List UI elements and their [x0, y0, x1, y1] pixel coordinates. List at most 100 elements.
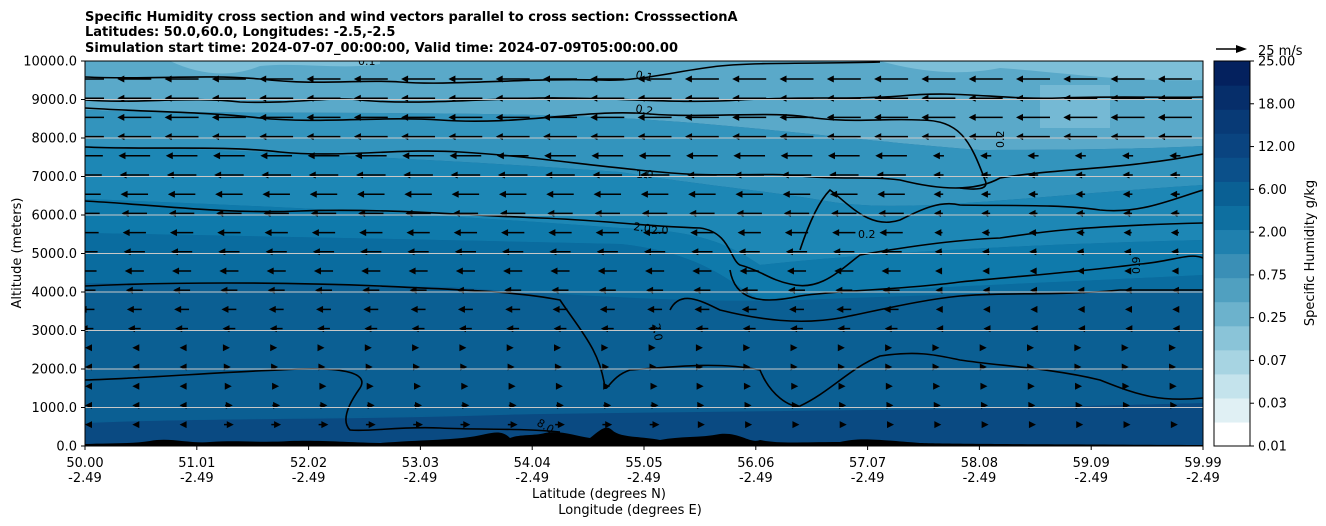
- wind-vector-21: [1063, 75, 1098, 83]
- wind-vector-446: [745, 421, 753, 429]
- y-tick-label-2: 2000.0: [32, 363, 78, 378]
- wind-vector-449: [887, 421, 895, 429]
- wind-vector-453: [1076, 421, 1084, 429]
- wind-vector-158: [735, 190, 763, 198]
- humidity-band-lowest: [85, 403, 1203, 446]
- y-tick-label-5: 5000.0: [32, 247, 78, 262]
- wind-vector-61: [684, 113, 719, 121]
- wind-vector-8: [448, 75, 483, 83]
- wind-vector-62: [732, 113, 767, 121]
- wind-vector-249: [503, 267, 523, 275]
- x-tick-lon-1: -2.49: [180, 471, 214, 486]
- contour-line-2.0-lower: [85, 282, 1203, 407]
- wind-vector-216: [85, 251, 98, 253]
- wind-vector-261: [1076, 267, 1084, 275]
- wind-vector-56: [448, 113, 483, 121]
- wind-vector-399: [791, 382, 799, 390]
- wind-vector-359: [1168, 344, 1176, 352]
- terrain: [85, 427, 1203, 446]
- wind-vector-48: [85, 116, 104, 119]
- wind-vector-337: [132, 344, 140, 352]
- wind-vector-198: [359, 229, 383, 237]
- wind-vector-15: [779, 75, 814, 83]
- colorbar-segment-4: [1214, 325, 1250, 351]
- wind-vector-197: [311, 229, 336, 237]
- wind-vector-438: [365, 421, 376, 429]
- x-tick-lat-7: 57.07: [849, 456, 886, 471]
- wind-vector-439: [413, 421, 423, 429]
- x-axis-ticks: 50.00-2.4951.01-2.4952.02-2.4953.03-2.49…: [66, 446, 1222, 486]
- wind-vector-353: [885, 344, 893, 352]
- wind-vector-211: [981, 229, 990, 237]
- wind-vector-392: [461, 382, 469, 390]
- wind-vector-301: [694, 305, 710, 313]
- wind-vector-145: [120, 190, 149, 198]
- wind-vector-55: [401, 113, 436, 121]
- wind-vector-240: [85, 270, 97, 272]
- colorbar-tick-label-6: 6.00: [1258, 183, 1287, 198]
- wind-vector-298: [552, 305, 568, 313]
- wind-vector-345: [506, 344, 514, 352]
- colorbar-tick-label-0: 0.01: [1258, 440, 1287, 455]
- wind-vector-120: [85, 174, 102, 176]
- wind-vector-146: [167, 190, 196, 198]
- wind-vector-109: [686, 152, 718, 160]
- wind-vector-344: [459, 344, 467, 352]
- wind-vector-106: [544, 152, 576, 160]
- wind-vector-18: [921, 75, 956, 83]
- colorbar-segment-0: [1214, 421, 1250, 447]
- wind-vector-213: [1076, 229, 1085, 237]
- wind-vector-293: [316, 305, 331, 313]
- wind-vector-252: [645, 267, 665, 275]
- wind-vector-103: [402, 152, 434, 160]
- contour-label-0.1-a: 0.1: [358, 55, 376, 68]
- wind-vector-447: [792, 421, 800, 429]
- wind-vector-309: [1077, 305, 1085, 313]
- wind-vector-253: [692, 267, 712, 275]
- wind-vector-258: [935, 267, 943, 275]
- contour-line-8.0: [85, 368, 561, 433]
- wind-vector-168: [85, 212, 100, 215]
- colorbar: [1214, 61, 1250, 447]
- x-tick-lat-8: 58.08: [961, 456, 998, 471]
- x-tick-lon-0: -2.49: [68, 471, 102, 486]
- wind-vector-348: [648, 344, 656, 352]
- wind-vector-302: [741, 305, 757, 313]
- wind-vector-71: [1157, 113, 1192, 121]
- colorbar-segment-13: [1214, 109, 1250, 134]
- wind-vector-404: [1027, 382, 1035, 390]
- contour-line-0.2-mid: [85, 107, 987, 190]
- wind-vector-116: [1027, 152, 1039, 160]
- wind-vector-105: [496, 152, 529, 160]
- wind-vector-114: [932, 152, 944, 160]
- wind-vector-262: [1124, 267, 1132, 275]
- wind-vector-1: [117, 75, 152, 83]
- x-tick-lat-6: 56.06: [737, 456, 774, 471]
- wind-vector-161: [877, 190, 905, 198]
- wind-vector-99: [213, 152, 245, 160]
- wind-vector-154: [546, 190, 574, 198]
- wind-vector-167: [1170, 190, 1180, 198]
- y-tick-label-3: 3000.0: [32, 324, 78, 339]
- wind-vector-295: [410, 305, 426, 313]
- plot-area: 0.1 0.1 0.2 0.2 0.2 1.0 2.0 2.0 2.0 8.0 …: [85, 55, 1203, 446]
- wind-vector-67: [968, 113, 1003, 121]
- y-tick-label-10: 10000.0: [23, 55, 77, 70]
- humidity-band-dry-patch-3: [1040, 85, 1110, 128]
- wind-vector-390: [366, 382, 374, 390]
- wind-vector-260: [1029, 267, 1037, 275]
- wind-vector-343: [412, 344, 420, 352]
- contour-line-2.0-upper: [85, 200, 1203, 287]
- wind-vector-440: [460, 421, 471, 429]
- wind-vector-152: [451, 190, 480, 198]
- wind-vector-437: [318, 421, 329, 429]
- wind-vector-435: [224, 421, 234, 429]
- wind-vector-259: [982, 267, 990, 275]
- wind-vector-7: [401, 75, 436, 83]
- wind-vector-144: [85, 193, 101, 195]
- wind-vector-51: [211, 113, 246, 121]
- y-tick-label-1: 1000.0: [32, 401, 78, 416]
- wind-vector-405: [1075, 382, 1083, 390]
- wind-vector-212: [1028, 229, 1038, 237]
- wind-vector-19: [968, 75, 1003, 83]
